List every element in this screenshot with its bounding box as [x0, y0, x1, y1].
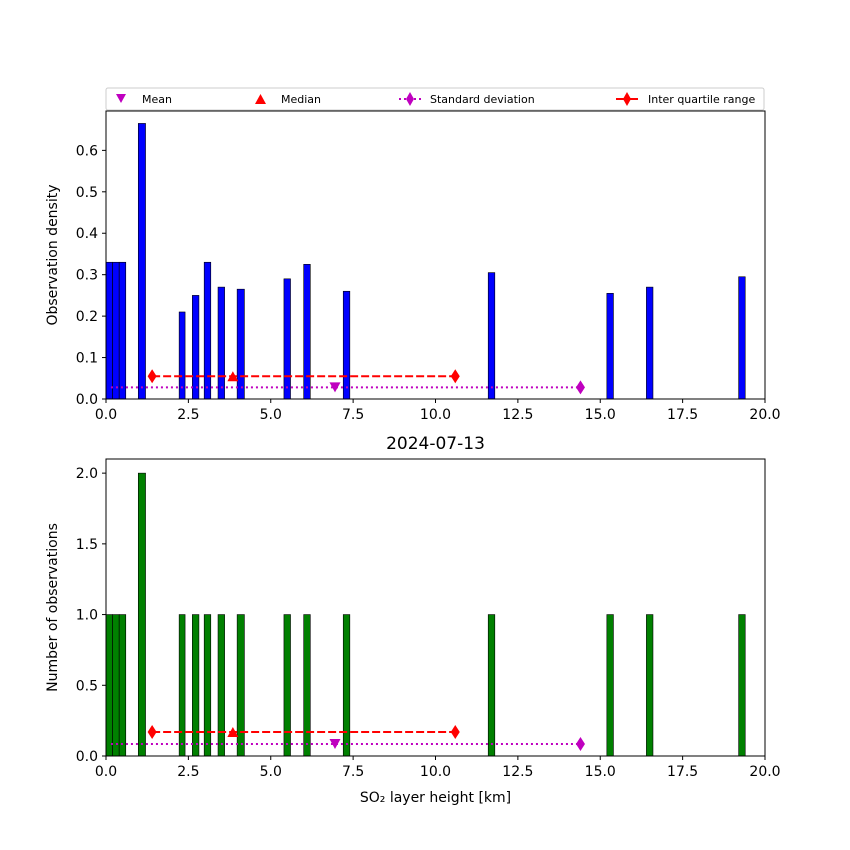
count-std-marker [575, 736, 585, 751]
density-xtick-label-3: 7.5 [342, 407, 364, 423]
density-bar-12 [487, 272, 496, 400]
count-title: 2024-07-13 [386, 434, 485, 454]
density-xtick-label-8: 20.0 [749, 407, 780, 423]
count-xtick-label-1: 2.5 [177, 764, 199, 780]
density-median-marker [227, 371, 239, 382]
count-bar-5 [192, 614, 200, 757]
density-bar-2 [118, 261, 127, 400]
median-marker-icon [255, 94, 266, 104]
density-bar-4 [178, 311, 186, 400]
count-median-marker [227, 726, 239, 737]
density-ytick-label-1: 0.1 [76, 351, 98, 367]
density-bar-7 [217, 286, 225, 400]
count-bar-2 [118, 614, 127, 757]
density-bar-1 [112, 261, 120, 400]
count-ytick-label-3: 1.5 [76, 537, 98, 553]
std-marker-icon [406, 92, 414, 106]
density-iqr-marker-1 [450, 369, 460, 384]
count-bar-6 [203, 614, 212, 757]
density-bar-8 [236, 288, 245, 400]
density-panel: 0.0 2.5 5.0 7.5 10.0 12.5 15.0 17.5 20.0 0.0 0.1 0.… [45, 110, 781, 423]
density-bar-3 [137, 123, 146, 400]
density-iqr-marker-0 [147, 369, 157, 384]
count-bar-0 [105, 614, 113, 757]
legend-std-label: Standard deviation [430, 93, 535, 106]
density-bar-15 [738, 276, 746, 400]
density-bar-5 [192, 295, 200, 400]
density-bar-11 [342, 290, 351, 400]
legend: Mean Median Standard deviation Inter qua… [105, 87, 765, 111]
density-bar-6 [203, 261, 212, 400]
density-ytick-label-4: 0.4 [76, 226, 98, 242]
count-bar-3 [137, 472, 146, 757]
count-bar-11 [342, 614, 351, 757]
density-ytick-label-2: 0.2 [76, 309, 98, 325]
count-ytick-label-4: 2.0 [76, 466, 98, 482]
count-bar-13 [606, 614, 614, 757]
count-xtick-label-6: 15.0 [585, 764, 616, 780]
count-bar-4 [178, 614, 186, 757]
density-bar-9 [283, 278, 291, 400]
legend-frame [105, 87, 765, 111]
count-xtick-label-2: 5.0 [260, 764, 282, 780]
count-bar-10 [303, 614, 311, 757]
density-std-marker [575, 380, 585, 395]
density-bar-13 [606, 293, 614, 400]
count-ylabel: Number of observations [45, 523, 61, 692]
density-xtick-label-1: 2.5 [177, 407, 199, 423]
count-bar-1 [112, 614, 120, 757]
count-bar-12 [487, 614, 496, 757]
count-ytick-label-2: 1.0 [76, 608, 98, 624]
count-bar-14 [646, 614, 654, 757]
count-xtick-label-7: 17.5 [667, 764, 698, 780]
count-iqr-marker-1 [450, 724, 460, 739]
density-ytick-label-6: 0.6 [76, 143, 98, 159]
density-ytick-label-3: 0.3 [76, 268, 98, 284]
count-xlabel: SO₂ layer height [km] [360, 790, 511, 806]
legend-iqr-label: Inter quartile range [648, 93, 755, 106]
count-panel: 0.0 2.5 5.0 7.5 10.0 12.5 15.0 17.5 20.0 0.0 0.5 1.… [45, 434, 781, 806]
count-bar-15 [738, 614, 746, 757]
legend-mean-label: Mean [142, 93, 172, 106]
count-iqr-marker-0 [147, 724, 157, 739]
count-xtick-label-5: 12.5 [502, 764, 533, 780]
density-xtick-label-4: 10.0 [420, 407, 451, 423]
density-ylabel: Observation density [45, 184, 61, 325]
legend-median-label: Median [281, 93, 321, 106]
count-xtick-label-0: 0.0 [95, 764, 117, 780]
count-xtick-label-8: 20.0 [749, 764, 780, 780]
density-xtick-label-7: 17.5 [667, 407, 698, 423]
count-bar-8 [236, 614, 245, 757]
density-xtick-label-6: 15.0 [585, 407, 616, 423]
count-ytick-label-1: 0.5 [76, 678, 98, 694]
count-xtick-label-4: 10.0 [420, 764, 451, 780]
density-bar-0 [105, 261, 113, 400]
count-bar-9 [283, 614, 291, 757]
mean-marker-icon [116, 94, 126, 103]
density-ytick-label-0: 0.0 [76, 392, 98, 408]
density-bar-14 [646, 286, 654, 400]
density-mean-marker [329, 382, 341, 393]
density-xtick-label-2: 5.0 [260, 407, 282, 423]
density-bar-10 [303, 264, 311, 400]
count-ytick-label-0: 0.0 [76, 749, 98, 765]
density-xtick-label-0: 0.0 [95, 407, 117, 423]
count-mean-marker [329, 738, 341, 749]
count-bar-7 [217, 614, 225, 757]
density-xtick-label-5: 12.5 [502, 407, 533, 423]
density-ytick-label-5: 0.5 [76, 185, 98, 201]
count-xtick-label-3: 7.5 [342, 764, 364, 780]
iqr-marker-icon [623, 92, 631, 106]
